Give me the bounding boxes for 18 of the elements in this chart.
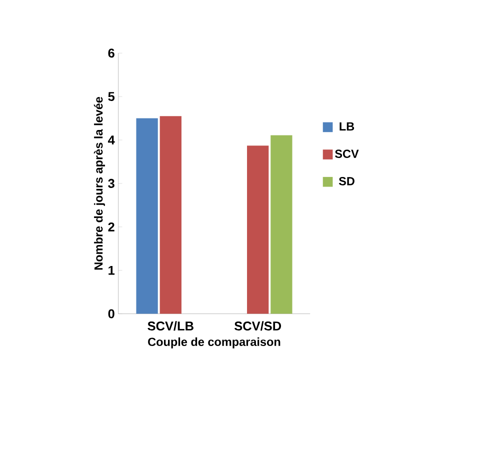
y-tick-label: 6 <box>108 48 114 58</box>
y-tick-label: 3 <box>108 178 114 188</box>
x-tick-label: SCV/LB <box>148 320 194 330</box>
x-axis-title: Couple de comparaison <box>148 337 280 348</box>
legend-label: LB <box>340 122 354 130</box>
y-tick-label: 5 <box>108 92 115 101</box>
y-tick-label: 2 <box>108 222 114 232</box>
y-axis-title: Nombre de jours après la levée <box>94 96 105 270</box>
legend-label: SCV <box>335 149 359 158</box>
bar <box>160 116 182 314</box>
y-tick-label: 0 <box>108 309 114 318</box>
bar <box>136 118 158 314</box>
bar <box>247 145 269 314</box>
y-tick-label: 1 <box>108 266 115 275</box>
y-tick-label: 4 <box>108 135 115 144</box>
x-tick-label: SCV/SD <box>234 320 282 330</box>
bar <box>270 135 292 314</box>
legend-label: SD <box>338 176 354 186</box>
